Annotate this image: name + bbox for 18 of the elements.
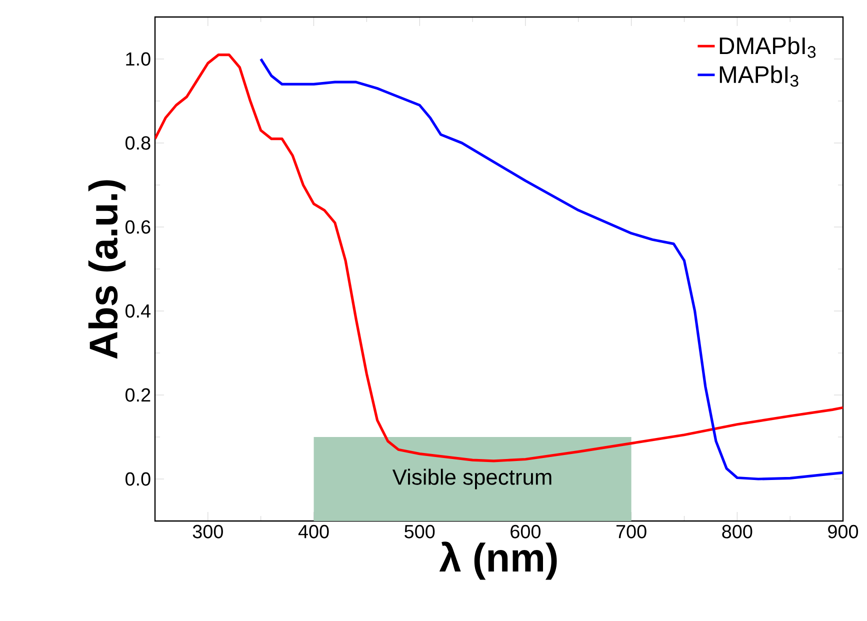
y-tick-label: 0.0	[126, 472, 150, 486]
x-tick-label: 500	[404, 524, 435, 538]
x-tick-label: 600	[510, 524, 540, 538]
y-axis-title: Abs (a.u.)	[88, 180, 126, 359]
legend-label: DMAPbI$_{3}$	[720, 36, 816, 58]
band-label: Visible spectrum	[392, 468, 552, 490]
x-tick-label: 300	[192, 524, 223, 538]
x-tick-label: 700	[616, 524, 646, 538]
legend-label: MAPbI$_{3}$	[720, 66, 798, 87]
y-tick-label: 0.8	[126, 136, 150, 150]
y-tick-label: 0.2	[126, 388, 150, 402]
x-axis-title: λ (nm)	[439, 542, 557, 580]
x-tick-label: 900	[828, 524, 858, 538]
y-tick-label: 0.6	[126, 220, 150, 234]
x-tick-label: 800	[722, 524, 752, 538]
y-tick-label: 0.4	[126, 304, 151, 318]
x-tick-label: 400	[298, 524, 329, 538]
y-tick-label: 1.0	[126, 52, 150, 66]
